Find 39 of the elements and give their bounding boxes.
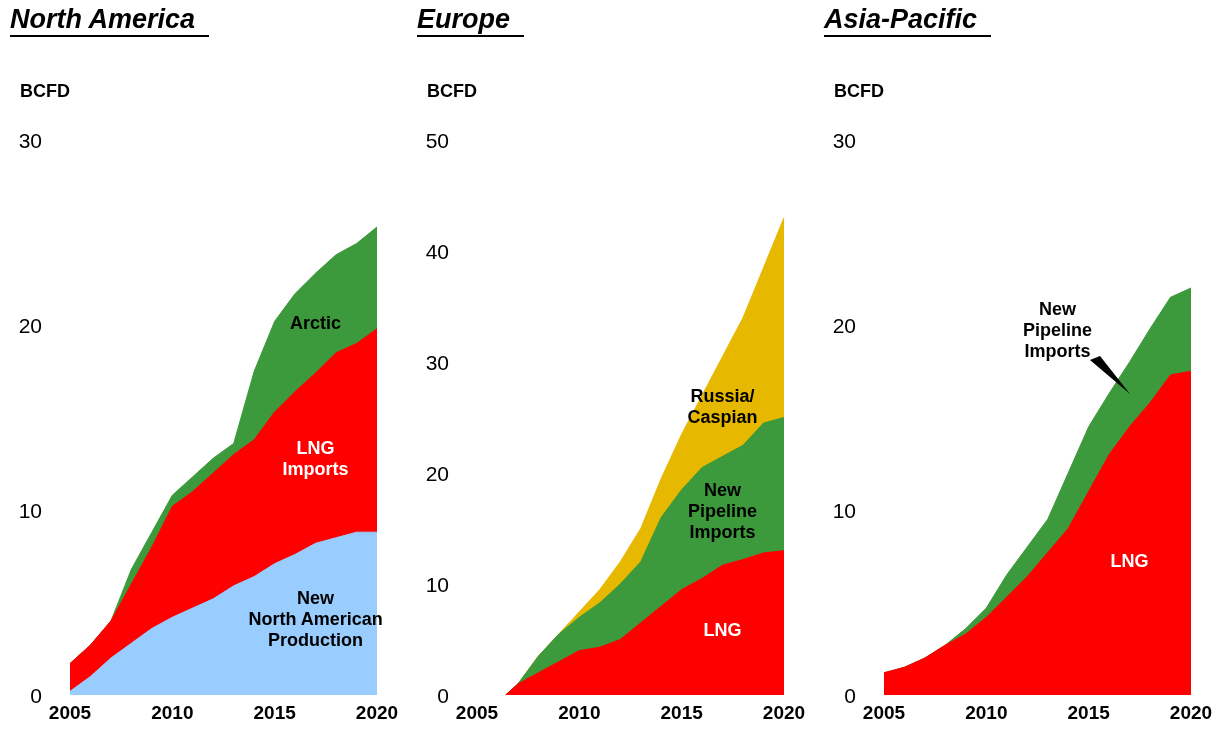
x-tick-label: 2005 <box>862 702 906 723</box>
series-label: New Pipeline Imports <box>1023 299 1093 362</box>
y-tick-label: 10 <box>832 498 856 522</box>
y-tick-label: 30 <box>18 128 42 152</box>
y-tick-label: 0 <box>437 683 449 707</box>
y-tick-label: 0 <box>30 683 42 707</box>
series-label: New Pipeline Imports <box>688 479 758 542</box>
series-label: LNG <box>1110 550 1149 571</box>
series-label: LNG Imports <box>282 437 349 479</box>
y-tick-label: 20 <box>18 313 42 337</box>
y-tick-label: 20 <box>832 313 856 337</box>
y-tick-label: 20 <box>425 461 449 485</box>
x-tick-label: 2005 <box>455 702 499 723</box>
x-tick-label: 2015 <box>660 702 704 723</box>
y-tick-label: 30 <box>832 128 856 152</box>
y-axis-title: BCFD <box>20 81 70 101</box>
chart-title: North America <box>10 4 210 37</box>
y-tick-label: 10 <box>18 498 42 522</box>
x-tick-label: 2020 <box>1169 702 1213 723</box>
y-axis-title: BCFD <box>834 81 884 101</box>
y-tick-label: 30 <box>425 350 449 374</box>
x-tick-label: 2010 <box>965 702 1008 723</box>
x-tick-label: 2010 <box>151 702 194 723</box>
x-tick-label: 2020 <box>355 702 399 723</box>
series-label: New North American Production <box>248 588 383 651</box>
chart-title: Asia-Pacific <box>824 4 992 37</box>
y-axis-title: BCFD <box>427 81 477 101</box>
x-tick-label: 2015 <box>253 702 297 723</box>
y-tick-label: 50 <box>425 128 449 152</box>
x-tick-label: 2020 <box>762 702 806 723</box>
series-label: Arctic <box>290 313 342 334</box>
x-tick-label: 2005 <box>48 702 92 723</box>
x-tick-label: 2010 <box>558 702 601 723</box>
series-label: LNG <box>703 620 742 641</box>
y-tick-label: 10 <box>425 572 449 596</box>
y-tick-label: 40 <box>425 239 449 263</box>
y-tick-label: 0 <box>844 683 856 707</box>
chart-title: Europe <box>417 4 525 37</box>
x-tick-label: 2015 <box>1067 702 1111 723</box>
